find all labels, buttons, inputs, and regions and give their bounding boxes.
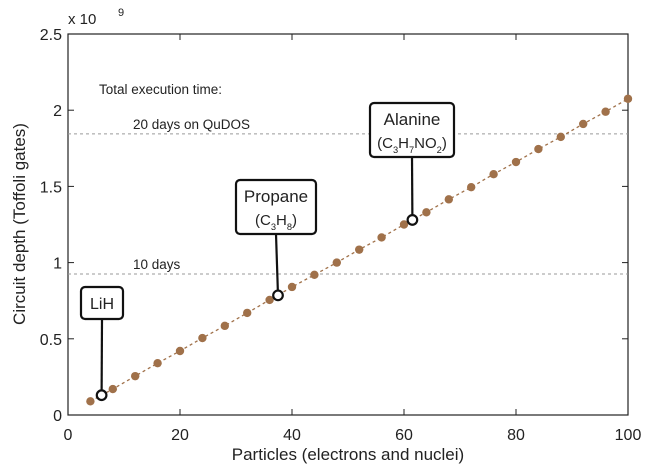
- y-tick-label-3: 1.5: [40, 179, 62, 196]
- annotation-box-alanine: [368, 101, 456, 159]
- annotation-marker-lih: [95, 389, 108, 402]
- data-point-4: [175, 346, 185, 356]
- x-tick-label-1: 20: [171, 427, 189, 444]
- header-note: Total execution time:: [99, 82, 222, 97]
- annotation-box-propane: [234, 178, 318, 236]
- x-tick-label-0: 0: [64, 427, 73, 444]
- data-point-0: [86, 397, 95, 406]
- x-axis-label: Particles (electrons and nuclei): [232, 445, 464, 464]
- reference-line-label-1: 10 days: [133, 257, 181, 272]
- data-point-20: [534, 144, 543, 154]
- annotation-title-propane: Propane: [244, 187, 308, 206]
- y-axis-label: Circuit depth (Toffoli gates): [10, 123, 29, 325]
- plot-frame: [67, 33, 629, 416]
- reference-line-label-0: 20 days on QuDOS: [133, 117, 250, 132]
- data-point-22: [579, 119, 588, 129]
- y-exponent-power: 9: [118, 7, 124, 19]
- data-points: [86, 94, 633, 406]
- data-point-8: [265, 295, 274, 305]
- axis-ticks: [67, 33, 629, 416]
- data-point-6: [220, 321, 229, 331]
- data-point-9: [287, 282, 297, 292]
- data-point-1: [108, 384, 118, 394]
- annotations: LiH Propane (C3H8) Alanine (C3H7NO2): [79, 101, 456, 402]
- annotation-formula-propane: (C3H8): [255, 212, 297, 232]
- annotation-marker-alanine: [406, 214, 419, 226]
- annotation-title-alanine: Alanine: [384, 110, 441, 129]
- y-exponent-base: x 10: [68, 11, 96, 28]
- x-tick-label-3: 60: [395, 427, 413, 444]
- y-tick-label-1: 0.5: [40, 332, 62, 349]
- data-point-19: [511, 157, 521, 167]
- x-tick-label-4: 80: [507, 427, 525, 444]
- annotation-alanine: Alanine (C3H7NO2): [368, 101, 456, 226]
- data-point-21: [556, 132, 565, 142]
- axis-tick-labels: 0 20 40 60 80 100 0 0.5 1 1.5 2 2.5: [40, 27, 642, 444]
- x-tick-label-2: 40: [283, 427, 301, 444]
- x-tick-label-5: 100: [615, 427, 642, 444]
- data-point-24: [623, 94, 633, 103]
- annotation-lih: LiH: [79, 285, 125, 402]
- data-point-10: [310, 270, 319, 279]
- data-point-2: [131, 371, 140, 381]
- annotation-propane: Propane (C3H8): [234, 178, 318, 302]
- data-point-23: [601, 107, 610, 116]
- annotation-box-lih: [79, 285, 125, 321]
- annotation-leader-propane: [274, 233, 280, 296]
- data-point-14: [399, 220, 409, 229]
- data-point-5: [198, 333, 207, 343]
- y-exponent: x 10 9: [68, 7, 124, 28]
- data-point-12: [355, 245, 364, 254]
- y-tick-label-4: 2: [53, 103, 62, 120]
- data-point-7: [243, 308, 252, 318]
- reference-lines: 20 days on QuDOS 10 days: [68, 117, 628, 275]
- data-point-3: [153, 358, 162, 368]
- y-tick-label-5: 2.5: [40, 27, 62, 44]
- annotation-title-lih: LiH: [90, 296, 114, 313]
- annotation-marker-propane: [272, 289, 284, 302]
- data-point-18: [489, 170, 498, 179]
- data-point-17: [467, 182, 476, 192]
- data-point-13: [377, 233, 386, 242]
- y-tick-label-0: 0: [53, 408, 62, 425]
- data-point-16: [444, 195, 453, 204]
- data-point-11: [332, 258, 341, 267]
- data-point-15: [422, 208, 431, 217]
- y-tick-label-2: 1: [53, 256, 62, 273]
- annotation-formula-alanine: (C3H7NO2): [377, 135, 447, 155]
